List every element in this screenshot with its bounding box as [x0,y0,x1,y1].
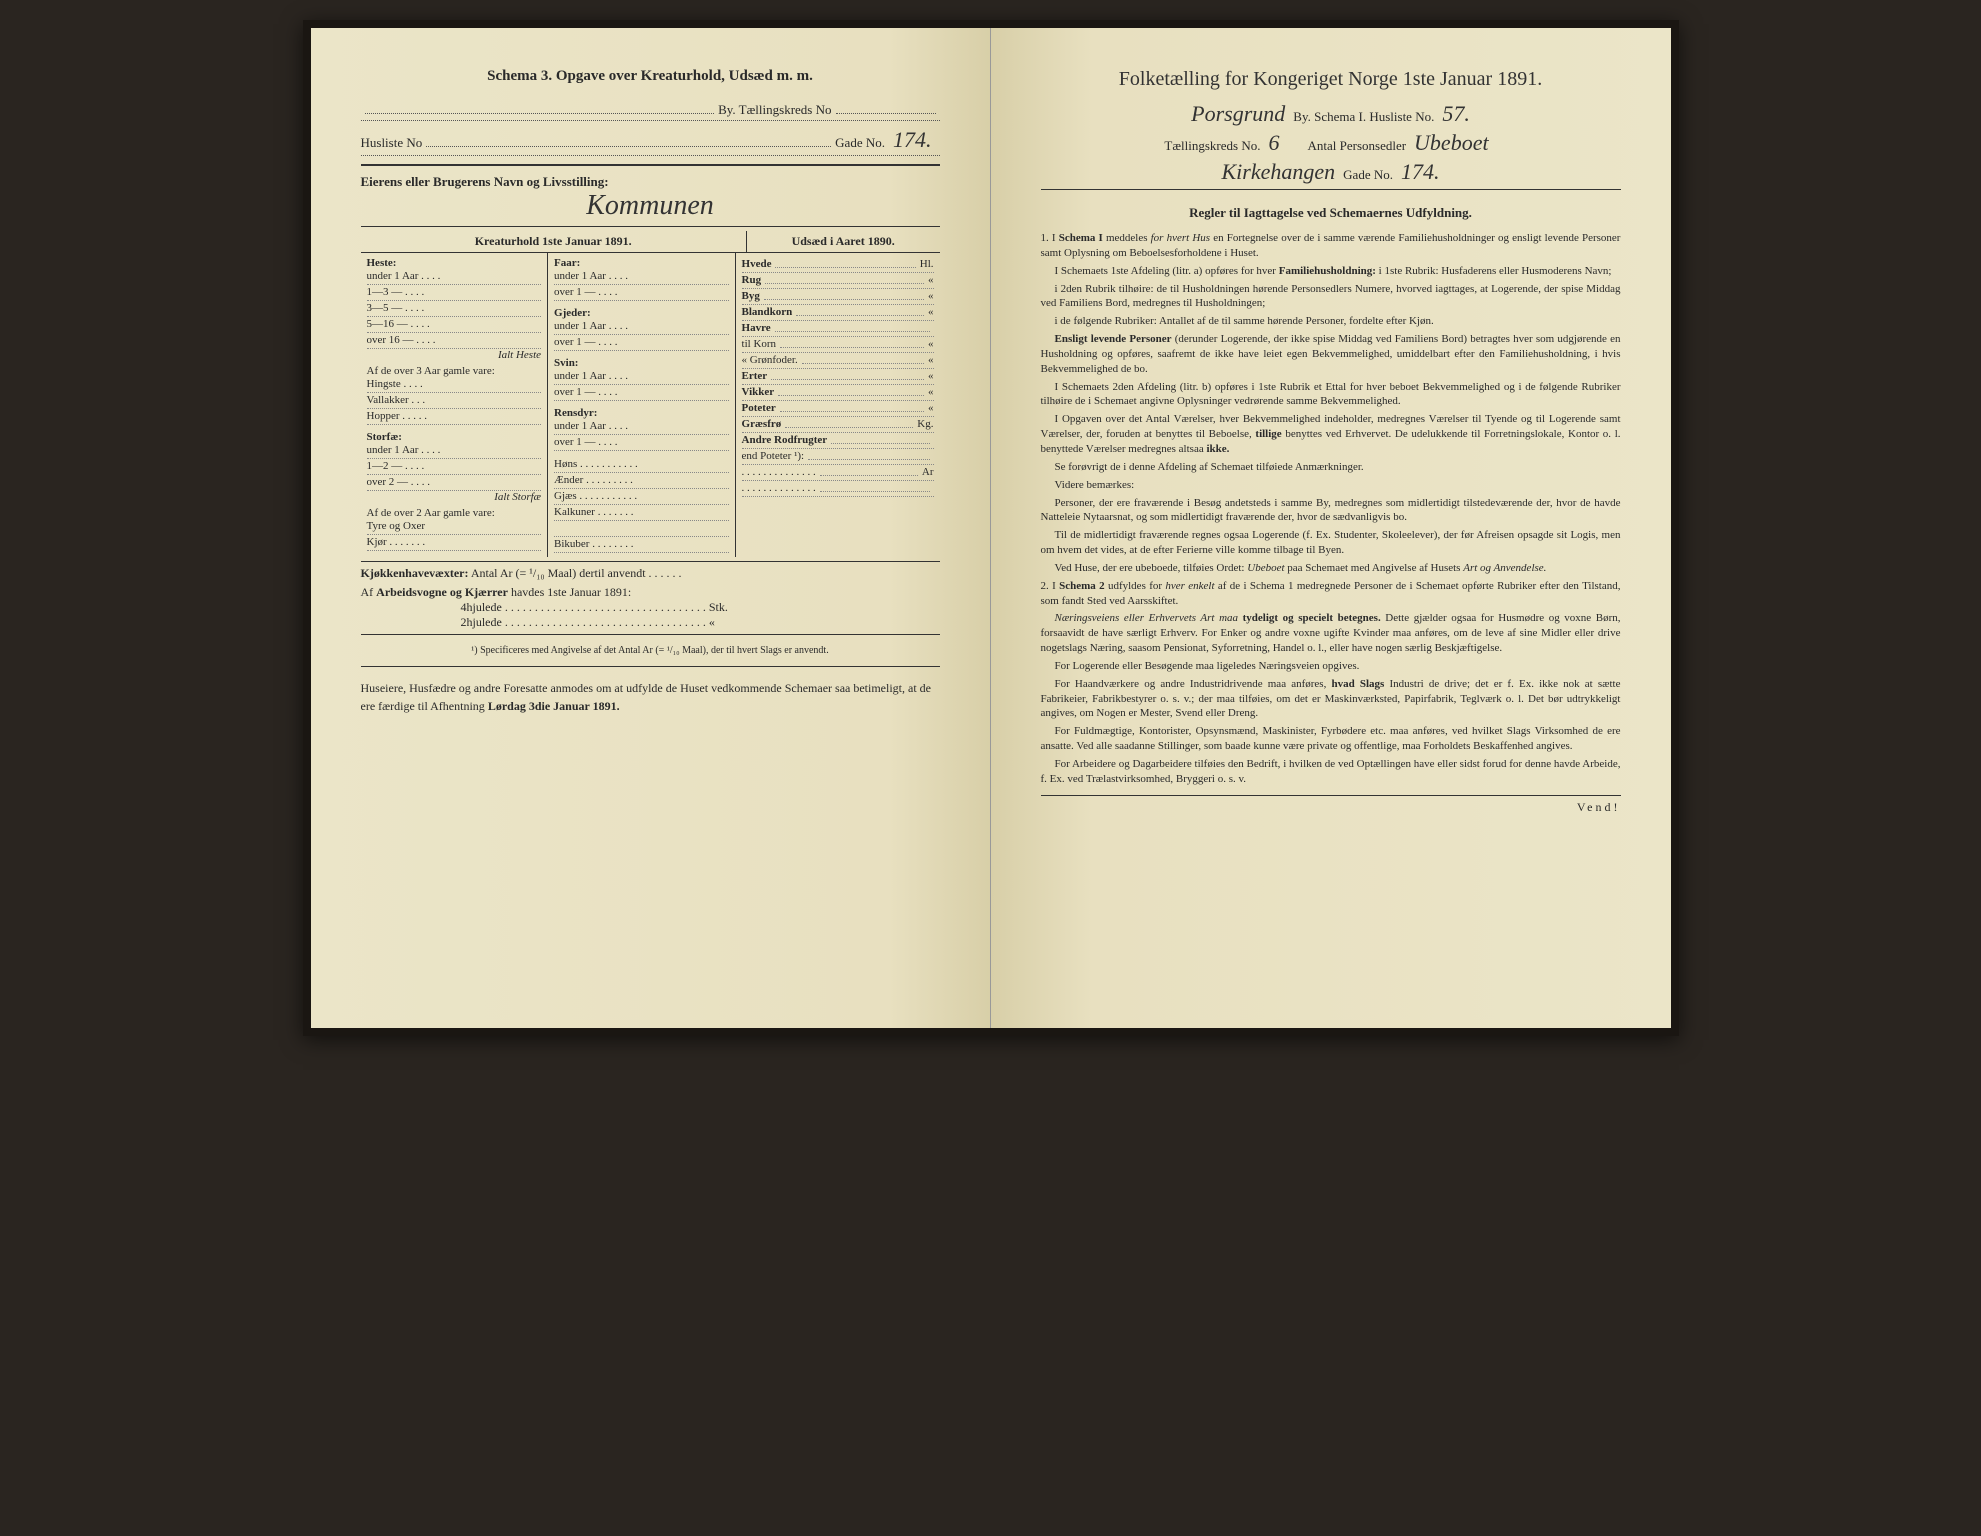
table-row: under 1 Aar . . . . [367,269,542,285]
rules-body: 1. I Schema I meddeles for hvert Hus en … [1041,231,1621,787]
table-row: over 1 — . . . . [554,385,729,401]
table-row: Gjæs . . . . . . . . . . . [554,489,729,505]
table-row: Kalkuner . . . . . . . [554,505,729,521]
table-row: Hingste . . . . [367,377,542,393]
table-row: over 1 — . . . . [554,435,729,451]
by-schema-line: Porsgrund By. Schema I. Husliste No. 57. [1041,101,1621,127]
kjokken-line: Kjøkkenhavevæxter: Kjøkkenhavevæxter: An… [361,566,940,581]
table-row: under 1 Aar . . . . [554,369,729,385]
table-row: Tyre og Oxer [367,519,542,535]
left-page: Schema 3. Opgave over Kreaturhold, Udsæd… [311,28,991,1028]
schema3-title: Schema 3. Opgave over Kreaturhold, Udsæd… [361,68,940,85]
right-page: Folketælling for Kongeriget Norge 1ste J… [991,28,1671,1028]
table-row: 1—2 — . . . . [367,459,542,475]
table-row: HvedeHl. [742,257,934,273]
rule-paragraph: I Opgaven over det Antal Værelser, hver … [1041,412,1621,457]
table-row: GræsfrøKg. [742,417,934,433]
rule-paragraph: 2. I Schema 2 udfyldes for hver enkelt a… [1041,579,1621,609]
kreatur-title: Kreaturhold 1ste Januar 1891. [361,231,746,252]
rule-paragraph: 1. I Schema I meddeles for hvert Hus en … [1041,231,1621,261]
table-row: Erter« [742,369,934,385]
rule-paragraph: For Logerende eller Besøgende maa ligele… [1041,659,1621,674]
rule-paragraph: I Schemaets 1ste Afdeling (litr. a) opfø… [1041,264,1621,279]
rule-paragraph: i de følgende Rubriker: Antallet af de t… [1041,314,1621,329]
table-row: 1—3 — . . . . [367,285,542,301]
regler-title: Regler til Iagttagelse ved Schemaernes U… [1041,205,1621,221]
table-row [554,521,729,537]
by-line: By. Tællingskreds No [361,100,940,121]
table-row: til Korn« [742,337,934,353]
gade-line: Kirkehangen Gade No. 174. [1041,159,1621,185]
eier-line: Eierens eller Brugerens Navn og Livsstil… [361,174,940,190]
table-row: 3—5 — . . . . [367,301,542,317]
rule-paragraph: Ensligt levende Personer (derunder Loger… [1041,332,1621,377]
bottom-note: Huseiere, Husfædre og andre Foresatte an… [361,679,940,715]
rule-paragraph: Videre bemærkes: [1041,478,1621,493]
gade-no-value: 174. [885,127,940,153]
table-row: « Grønfoder.« [742,353,934,369]
rule-paragraph: i 2den Rubrik tilhøire: de til Husholdni… [1041,282,1621,312]
table-row: Poteter« [742,401,934,417]
rule-paragraph: Se forøvrigt de i denne Afdeling af Sche… [1041,460,1621,475]
table-row: under 1 Aar . . . . [554,419,729,435]
rule-paragraph: Personer, der ere fraværende i Besøg and… [1041,496,1621,526]
eier-value: Kommunen [578,190,722,221]
table-row: end Poteter ¹): [742,449,934,465]
udsaed-title: Udsæd i Aaret 1890. [746,231,940,252]
table-row: under 1 Aar . . . . [554,319,729,335]
rule-paragraph: I Schemaets 2den Afdeling (litr. b) opfø… [1041,380,1621,410]
rule-paragraph: For Fuldmægtige, Kontorister, Opsynsmænd… [1041,724,1621,754]
table-row: . . . . . . . . . . . . . .Ar [742,465,934,481]
table-row: Hopper . . . . . [367,409,542,425]
table-row: Andre Rodfrugter [742,433,934,449]
vend: Vend! [1041,795,1621,815]
rule-paragraph: Næringsveiens eller Erhvervets Art maa t… [1041,611,1621,656]
table-row: over 1 — . . . . [554,285,729,301]
table-row: Havre [742,321,934,337]
table-row: Blandkorn« [742,305,934,321]
arbeids-line: Af Arbeidsvogne og Kjærrer havdes 1ste J… [361,585,940,600]
tael-line: Tællingskreds No. 6 Antal Personsedler U… [1041,130,1621,156]
rule-paragraph: For Arbeidere og Dagarbeidere tilføies d… [1041,757,1621,787]
table-row: Bikuber . . . . . . . . [554,537,729,553]
table-row: Vallakker . . . [367,393,542,409]
footnote-1: ¹) Specificeres med Angivelse af det Ant… [361,645,940,656]
census-title: Folketælling for Kongeriget Norge 1ste J… [1041,68,1621,91]
table-row: Vikker« [742,385,934,401]
table-row: Ænder . . . . . . . . . [554,473,729,489]
rule-paragraph: For Haandværkere og andre Industridriven… [1041,677,1621,722]
table-row: over 2 — . . . . [367,475,542,491]
table-row: Høns . . . . . . . . . . . [554,457,729,473]
kreatur-table: Heste: under 1 Aar . . . .1—3 — . . . .3… [361,252,940,557]
table-row: over 16 — . . . . [367,333,542,349]
table-row: 5—16 — . . . . [367,317,542,333]
table-row: Kjør . . . . . . . [367,535,542,551]
book-spread: Schema 3. Opgave over Kreaturhold, Udsæd… [303,20,1679,1036]
rule-paragraph: Ved Huse, der ere ubeboede, tilføies Ord… [1041,561,1621,576]
table-row: Rug« [742,273,934,289]
table-row: over 1 — . . . . [554,335,729,351]
table-row: Byg« [742,289,934,305]
table-row: . . . . . . . . . . . . . . [742,481,934,497]
rule-paragraph: Til de midlertidigt fraværende regnes og… [1041,528,1621,558]
table-row: under 1 Aar . . . . [367,443,542,459]
table-row: under 1 Aar . . . . [554,269,729,285]
husliste-line: Husliste No Gade No. 174. [361,125,940,156]
